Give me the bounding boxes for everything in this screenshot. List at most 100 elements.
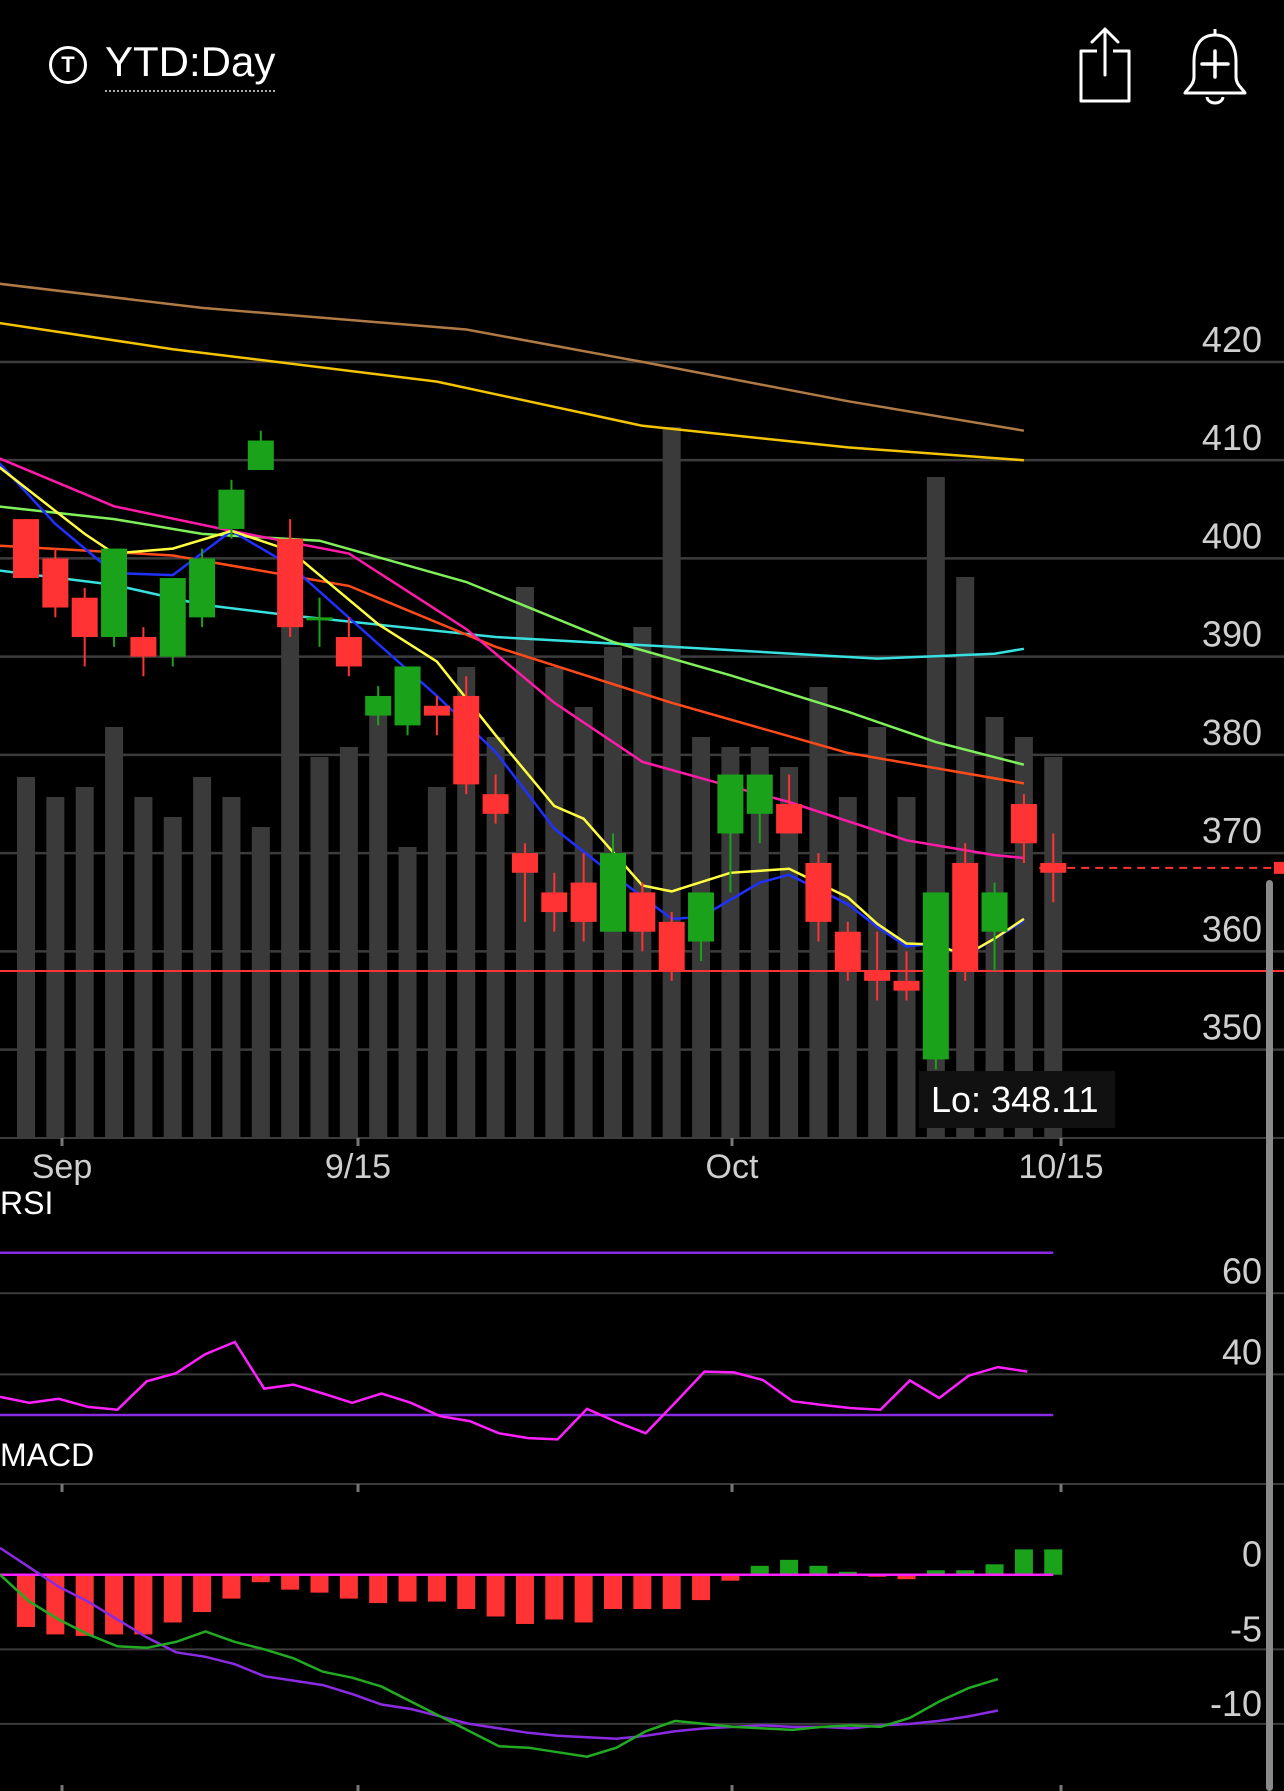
bell-plus-icon[interactable] bbox=[1180, 25, 1250, 107]
macd-histogram-bar bbox=[251, 1574, 270, 1583]
rsi-line bbox=[0, 1340, 1028, 1441]
volume-bar bbox=[46, 797, 65, 1137]
macd-histogram-bar bbox=[662, 1574, 681, 1610]
candle-body bbox=[277, 538, 304, 628]
low-price-label: Lo: 348.11 bbox=[919, 1071, 1115, 1128]
volume-bar bbox=[721, 747, 740, 1137]
date-tick-label: Oct bbox=[706, 1148, 759, 1186]
candle-body bbox=[981, 892, 1008, 932]
macd-tick-label: -10 bbox=[1210, 1683, 1262, 1724]
moving-average-line bbox=[0, 321, 1024, 462]
macd-histogram-bar bbox=[721, 1574, 740, 1581]
macd-histogram-bar bbox=[457, 1574, 476, 1610]
macd-histogram-bar bbox=[604, 1574, 622, 1610]
volume-bar bbox=[780, 767, 799, 1137]
candle-body bbox=[335, 637, 362, 667]
volume-bar bbox=[105, 727, 124, 1137]
date-tick-label: 10/15 bbox=[1018, 1148, 1103, 1186]
chart-toolbar: T YTD:Day bbox=[0, 0, 1284, 130]
vertical-scrollbar[interactable] bbox=[1266, 880, 1273, 1791]
macd-histogram-bar bbox=[193, 1574, 212, 1613]
volume-bar bbox=[750, 747, 769, 1137]
candle-body bbox=[805, 862, 832, 922]
volume-bar bbox=[163, 817, 182, 1137]
date-tick-label: Sep bbox=[32, 1148, 93, 1186]
candle-body bbox=[394, 666, 421, 726]
candle-body bbox=[1040, 862, 1067, 873]
moving-average-line bbox=[0, 282, 1025, 432]
candle-body bbox=[570, 882, 597, 922]
volume-bar bbox=[193, 777, 212, 1137]
rsi-tick-label: 40 bbox=[1222, 1331, 1262, 1372]
macd-histogram-bar bbox=[486, 1574, 505, 1617]
period-selector[interactable]: YTD:Day bbox=[105, 38, 276, 92]
price-tick-label: 360 bbox=[1202, 908, 1262, 949]
macd-histogram-bar bbox=[956, 1570, 975, 1575]
moving-average-line bbox=[0, 457, 1025, 860]
candle-body bbox=[71, 597, 98, 637]
macd-signal-line bbox=[0, 1573, 999, 1758]
moving-average-line bbox=[0, 505, 1025, 766]
moving-average-line bbox=[0, 569, 1025, 660]
candle-body bbox=[130, 637, 157, 657]
candle-body bbox=[13, 519, 39, 579]
macd-histogram-bar bbox=[780, 1559, 799, 1575]
volume-bar bbox=[75, 787, 94, 1137]
candle-body bbox=[541, 892, 568, 913]
candle-body bbox=[658, 921, 685, 971]
macd-histogram-bar bbox=[339, 1574, 358, 1599]
macd-histogram-bar bbox=[809, 1565, 828, 1575]
candle-body bbox=[482, 794, 509, 814]
volume-bar bbox=[398, 847, 417, 1137]
date-tick-label: 9/15 bbox=[325, 1148, 391, 1186]
candle-body bbox=[101, 548, 128, 637]
macd-histogram-bar bbox=[692, 1574, 711, 1601]
candle-body bbox=[864, 971, 891, 981]
price-tick-label: 350 bbox=[1202, 1007, 1262, 1048]
rsi-tick-label: 60 bbox=[1222, 1250, 1262, 1291]
candle-body bbox=[189, 558, 216, 618]
candle-body bbox=[42, 558, 69, 608]
volume-bar bbox=[457, 667, 476, 1137]
period-icon[interactable]: T bbox=[49, 46, 87, 84]
candle-body bbox=[629, 892, 656, 932]
macd-histogram-bar bbox=[985, 1564, 1004, 1575]
macd-histogram-bar bbox=[281, 1574, 300, 1590]
candle-body bbox=[306, 617, 333, 621]
candle-body bbox=[688, 892, 715, 942]
volume-bar bbox=[662, 427, 681, 1137]
macd-histogram-bar bbox=[515, 1574, 534, 1624]
candle-body bbox=[365, 695, 392, 716]
macd-tick-label: -5 bbox=[1230, 1608, 1262, 1649]
macd-histogram-bar bbox=[633, 1574, 652, 1610]
candle-body bbox=[453, 695, 480, 785]
volume-bar bbox=[134, 797, 153, 1137]
macd-histogram-bar bbox=[1044, 1549, 1063, 1575]
candle-body bbox=[746, 774, 773, 814]
volume-bar bbox=[369, 707, 388, 1137]
price-tick-label: 390 bbox=[1202, 614, 1262, 655]
moving-average-line bbox=[0, 544, 1025, 785]
macd-histogram-bar bbox=[427, 1574, 446, 1602]
volume-bar bbox=[251, 827, 270, 1137]
volume-bar bbox=[17, 777, 35, 1137]
macd-histogram-bar bbox=[926, 1570, 945, 1575]
macd-histogram-bar bbox=[1014, 1549, 1033, 1575]
macd-histogram-bar bbox=[163, 1574, 182, 1623]
candle-body bbox=[511, 853, 538, 873]
macd-histogram-bar bbox=[105, 1574, 124, 1635]
date-axis: Sep 9/15 Oct 10/15 bbox=[0, 1137, 1284, 1186]
candle-body bbox=[600, 853, 626, 932]
price-tick-label: 410 bbox=[1202, 417, 1262, 458]
candle-body bbox=[423, 705, 450, 716]
macd-histogram-bar bbox=[75, 1574, 94, 1636]
volume-bar bbox=[1044, 757, 1063, 1137]
volume-bar bbox=[486, 737, 505, 1137]
candle-body bbox=[922, 892, 949, 1060]
candle-body bbox=[776, 804, 803, 834]
volume-bar bbox=[222, 797, 241, 1137]
share-icon[interactable] bbox=[1075, 25, 1135, 107]
macd-panel: MACD 0 -5 -10 bbox=[0, 1437, 1284, 1791]
candle-body bbox=[893, 980, 920, 991]
